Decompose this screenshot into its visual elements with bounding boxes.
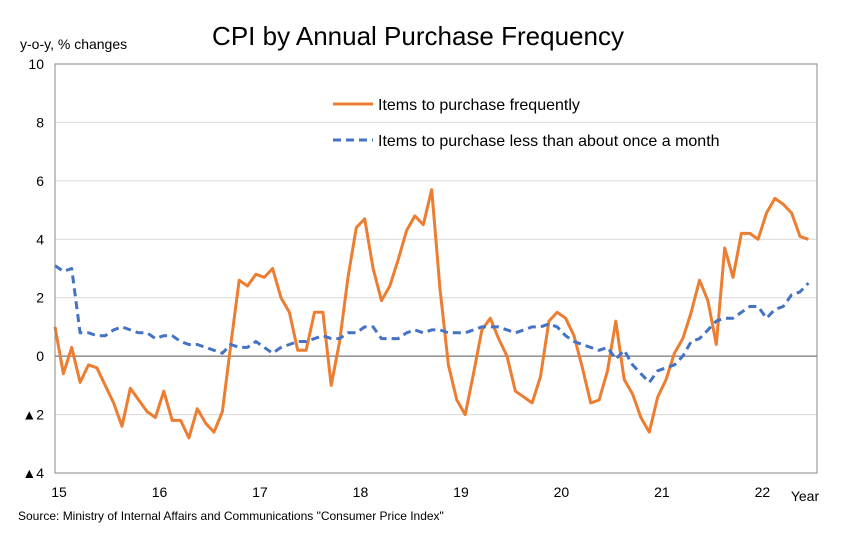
y-tick-labels: ▲4 ▲2 0 2 4 6 8 10 — [22, 56, 44, 481]
y-tick-label: 2 — [36, 290, 44, 306]
x-tick-label: 21 — [654, 484, 670, 500]
y-tick-label: 10 — [28, 56, 44, 72]
y-tick-label: 6 — [36, 173, 44, 189]
x-axis-label: Year — [791, 488, 820, 504]
x-tick-label: 18 — [353, 484, 369, 500]
y-tick-label: ▲4 — [22, 465, 44, 481]
x-tick-label: 20 — [554, 484, 570, 500]
chart-title: CPI by Annual Purchase Frequency — [212, 21, 624, 51]
source-note: Source: Ministry of Internal Affairs and… — [18, 509, 444, 523]
series-lines — [53, 188, 810, 440]
y-tick-label: ▲2 — [22, 407, 44, 423]
y-tick-label: 0 — [36, 348, 44, 364]
series-line-less-frequent — [54, 264, 810, 384]
y-tick-label: 4 — [36, 231, 44, 247]
gridlines — [55, 121, 817, 416]
y-axis-label: y-o-y, % changes — [20, 36, 127, 52]
x-tick-label: 19 — [453, 484, 469, 500]
x-tick-label: 22 — [755, 484, 771, 500]
legend-label-less-frequent: Items to purchase less than about once a… — [378, 133, 720, 150]
x-tick-label: 15 — [51, 484, 67, 500]
plot-area — [54, 63, 818, 474]
x-tick-labels: 15 16 17 18 19 20 21 22 — [51, 484, 770, 500]
legend-label-frequent: Items to purchase frequently — [378, 97, 580, 114]
series-line-frequent — [53, 188, 809, 440]
y-tick-label: 8 — [36, 114, 44, 130]
x-tick-label: 16 — [152, 484, 168, 500]
x-tick-label: 17 — [252, 484, 268, 500]
legend: Items to purchase frequently Items to pu… — [333, 97, 720, 150]
